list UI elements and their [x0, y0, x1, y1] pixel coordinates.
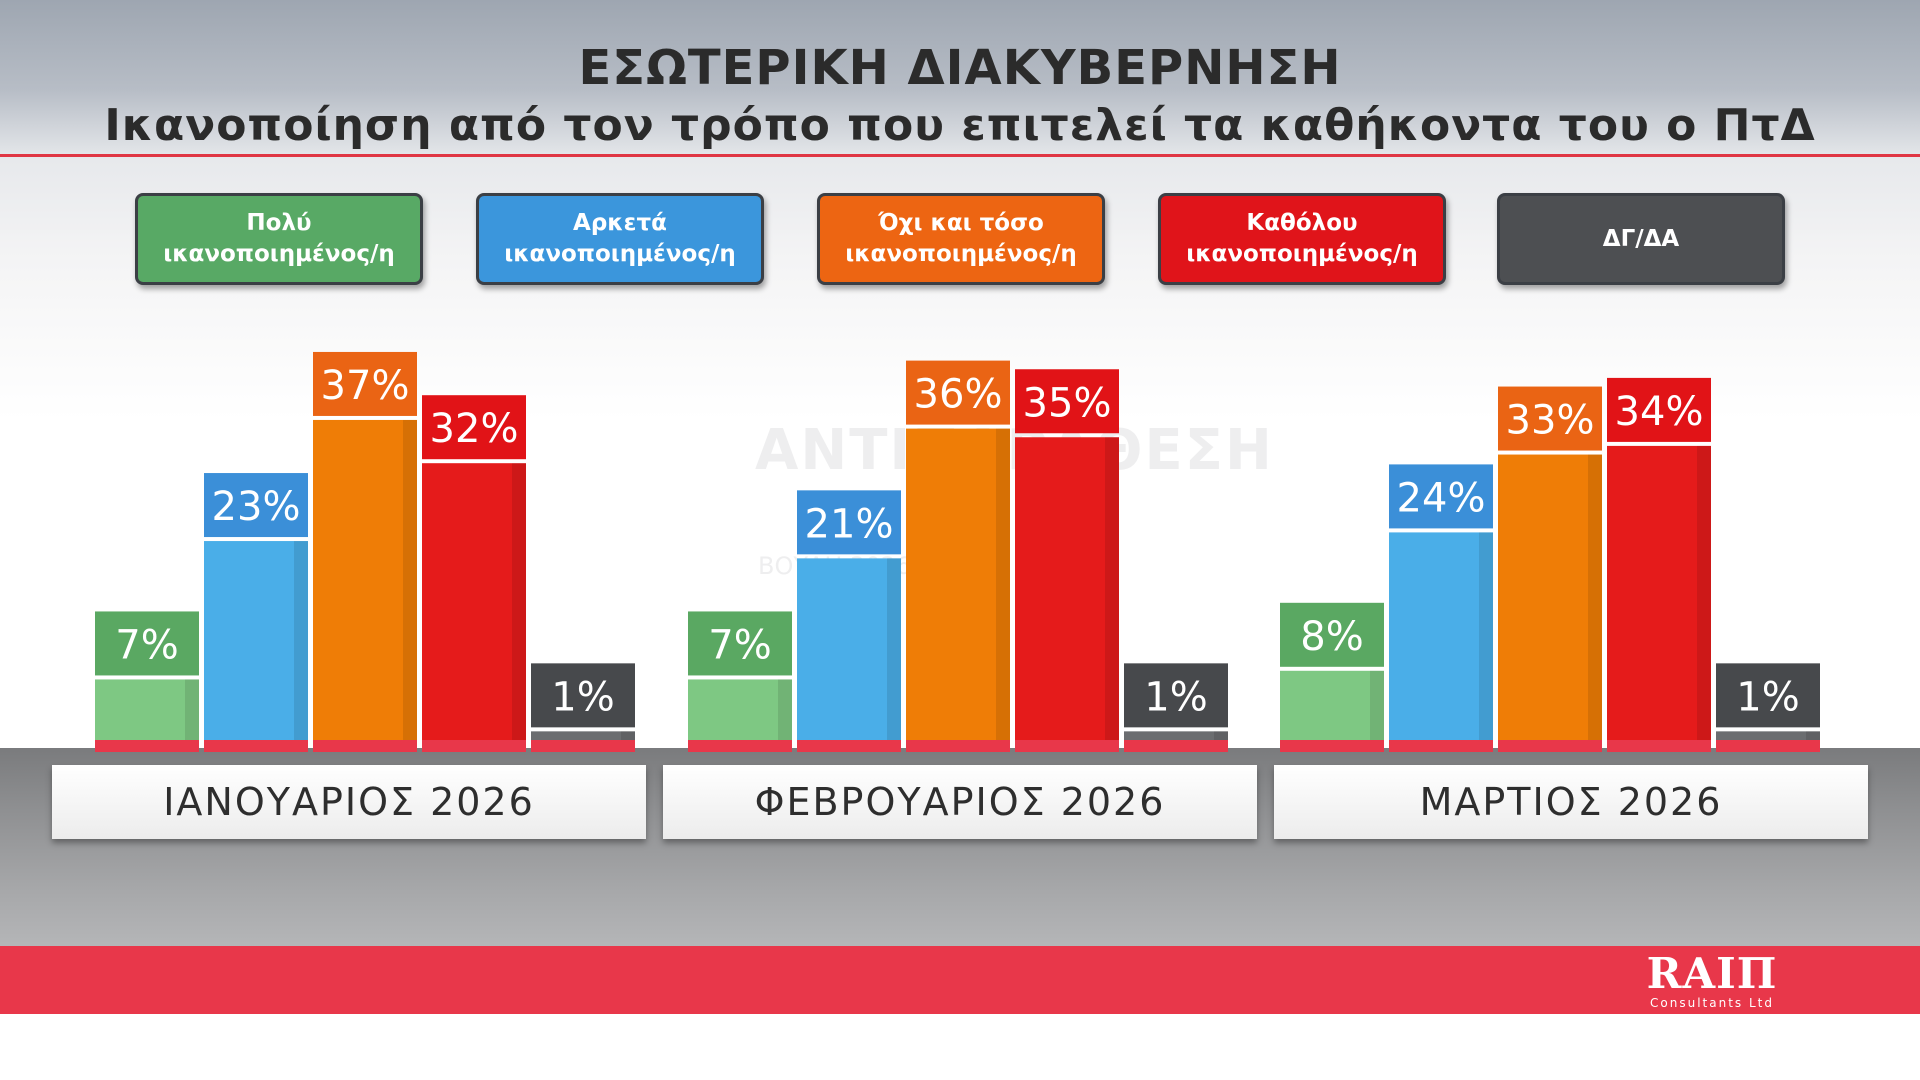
bar-shade-january-very-satisfied — [185, 679, 199, 740]
bar-january-very-satisfied — [95, 679, 199, 740]
chart-title: ΕΣΩΤΕΡΙΚΗ ΔΙΑΚΥΒΕΡΝΗΣΗ — [578, 40, 1342, 96]
data-label-box-march-not-at-all-satisfied — [1607, 377, 1711, 442]
bar-base-february-very-satisfied — [688, 740, 792, 752]
data-label-january-fairly-satisfied: 23% — [212, 484, 301, 530]
data-label-february-not-so-satisfied: 36% — [914, 372, 1003, 418]
bar-base-january-fairly-satisfied — [204, 740, 308, 752]
watermark-text: ΑΝΤΙΠΑΡΑΘΕΣΗ — [755, 418, 1274, 483]
bar-shade-february-not-so-satisfied — [996, 428, 1010, 740]
data-label-march-not-so-satisfied: 33% — [1506, 398, 1595, 444]
title-divider — [0, 154, 1920, 157]
footer-band — [0, 946, 1920, 1014]
bar-shade-march-very-satisfied — [1370, 670, 1384, 740]
data-label-box-february-not-at-all-satisfied — [1015, 369, 1119, 434]
legend-item-dk-na: ΔΓ/ΔΑ — [1497, 193, 1785, 285]
bar-january-dk-na — [531, 731, 635, 740]
legend-label: ΔΓ/ΔΑ — [1602, 225, 1680, 252]
bar-march-dk-na — [1716, 731, 1820, 740]
legend-label: Καθόλου ικανοποιημένος/η — [1186, 210, 1418, 267]
data-label-box-march-very-satisfied — [1280, 602, 1384, 667]
bar-shade-february-dk-na — [1214, 731, 1228, 740]
bar-march-not-at-all-satisfied — [1607, 445, 1711, 740]
legend-item-very-satisfied: Πολύ ικανοποιημένος/η — [135, 193, 423, 285]
bar-march-fairly-satisfied — [1389, 532, 1493, 740]
category-label-february: ΦΕΒΡΟΥΑΡΙΟΣ 2026 — [663, 765, 1257, 839]
bar-shade-january-not-so-satisfied — [403, 419, 417, 740]
data-label-january-very-satisfied: 7% — [115, 622, 178, 668]
legend-item-fairly-satisfied: Αρκετά ικανοποιημένος/η — [476, 193, 764, 285]
data-label-march-fairly-satisfied: 24% — [1397, 475, 1486, 521]
bar-base-january-not-so-satisfied — [313, 740, 417, 752]
bar-shade-february-not-at-all-satisfied — [1105, 437, 1119, 740]
chart-subtitle: Ικανοποίηση από τον τρόπο που επιτελεί τ… — [104, 100, 1816, 151]
data-label-february-not-at-all-satisfied: 35% — [1023, 380, 1112, 426]
legend-item-not-so-satisfied: Όχι και τόσο ικανοποιημένος/η — [817, 193, 1105, 285]
bar-base-january-not-at-all-satisfied — [422, 740, 526, 752]
bar-march-very-satisfied — [1280, 670, 1384, 740]
title-block: ΕΣΩΤΕΡΙΚΗ ΔΙΑΚΥΒΕΡΝΗΣΗ Ικανοποίηση από τ… — [0, 38, 1920, 154]
bar-base-february-not-at-all-satisfied — [1015, 740, 1119, 752]
bar-march-not-so-satisfied — [1498, 454, 1602, 740]
bar-base-march-very-satisfied — [1280, 740, 1384, 752]
data-label-february-fairly-satisfied: 21% — [805, 501, 894, 547]
data-label-box-february-dk-na — [1124, 663, 1228, 728]
data-label-box-january-not-so-satisfied — [313, 351, 417, 416]
data-label-box-january-fairly-satisfied — [204, 473, 308, 538]
bar-shade-february-very-satisfied — [778, 679, 792, 740]
bar-base-january-dk-na — [531, 740, 635, 752]
bar-february-not-at-all-satisfied — [1015, 437, 1119, 740]
data-label-february-dk-na: 1% — [1144, 674, 1207, 720]
bottom-strip — [0, 1014, 1920, 1080]
bar-base-march-not-so-satisfied — [1498, 740, 1602, 752]
legend-item-not-at-all-satisfied: Καθόλου ικανοποιημένος/η — [1158, 193, 1446, 285]
legend-label: Αρκετά ικανοποιημένος/η — [504, 210, 736, 267]
data-label-march-dk-na: 1% — [1736, 674, 1799, 720]
data-label-box-march-not-so-satisfied — [1498, 386, 1602, 451]
bar-shade-march-dk-na — [1806, 731, 1820, 740]
bar-shade-march-fairly-satisfied — [1479, 532, 1493, 740]
bar-january-not-so-satisfied — [313, 419, 417, 740]
bar-january-not-at-all-satisfied — [422, 463, 526, 740]
logo-mark: RAIΠ — [1646, 949, 1778, 998]
data-label-january-not-at-all-satisfied: 32% — [430, 406, 519, 452]
bar-base-january-very-satisfied — [95, 740, 199, 752]
bar-february-dk-na — [1124, 731, 1228, 740]
bar-base-march-dk-na — [1716, 740, 1820, 752]
bar-base-march-fairly-satisfied — [1389, 740, 1493, 752]
bar-january-fairly-satisfied — [204, 541, 308, 740]
bar-shade-january-not-at-all-satisfied — [512, 463, 526, 740]
bar-february-very-satisfied — [688, 679, 792, 740]
bar-base-february-not-so-satisfied — [906, 740, 1010, 752]
bar-shade-march-not-at-all-satisfied — [1697, 445, 1711, 740]
rain-logo: RAIΠ Consultants Ltd — [1636, 952, 1788, 1012]
data-label-box-march-dk-na — [1716, 663, 1820, 728]
bar-base-february-fairly-satisfied — [797, 740, 901, 752]
bar-shade-january-dk-na — [621, 731, 635, 740]
bar-base-february-dk-na — [1124, 740, 1228, 752]
bar-shade-january-fairly-satisfied — [294, 541, 308, 740]
bar-base-march-not-at-all-satisfied — [1607, 740, 1711, 752]
data-label-march-not-at-all-satisfied: 34% — [1615, 389, 1704, 435]
data-label-box-january-dk-na — [531, 663, 635, 728]
data-label-box-january-very-satisfied — [95, 611, 199, 676]
legend-label: Όχι και τόσο ικανοποιημένος/η — [845, 210, 1077, 267]
bar-shade-march-not-so-satisfied — [1588, 454, 1602, 740]
logo-subtitle: Consultants Ltd — [1650, 996, 1774, 1010]
data-label-box-february-very-satisfied — [688, 611, 792, 676]
category-label-march: ΜΑΡΤΙΟΣ 2026 — [1274, 765, 1868, 839]
data-label-box-february-not-so-satisfied — [906, 360, 1010, 425]
legend-label: Πολύ ικανοποιημένος/η — [163, 210, 395, 267]
data-label-box-january-not-at-all-satisfied — [422, 395, 526, 460]
bar-february-not-so-satisfied — [906, 428, 1010, 740]
bar-february-fairly-satisfied — [797, 558, 901, 740]
data-label-box-february-fairly-satisfied — [797, 490, 901, 555]
data-label-january-not-so-satisfied: 37% — [321, 363, 410, 409]
data-label-box-march-fairly-satisfied — [1389, 464, 1493, 529]
category-label-january: ΙΑΝΟΥΑΡΙΟΣ 2026 — [52, 765, 646, 839]
data-label-march-very-satisfied: 8% — [1300, 614, 1363, 660]
bar-shade-february-fairly-satisfied — [887, 558, 901, 740]
data-label-january-dk-na: 1% — [551, 674, 614, 720]
data-label-february-very-satisfied: 7% — [708, 622, 771, 668]
